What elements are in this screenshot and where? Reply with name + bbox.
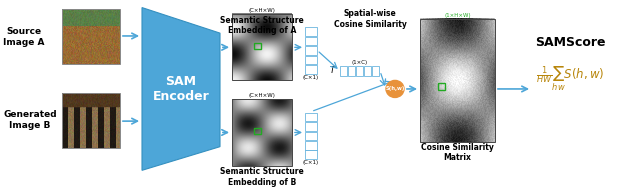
Bar	[420, 19, 495, 142]
Bar	[254, 43, 261, 49]
Text: (Cₖ×Hₖ×Wₖ): (Cₖ×Hₖ×Wₖ)	[74, 86, 108, 91]
Bar	[305, 122, 317, 131]
Bar	[356, 66, 364, 76]
Bar	[232, 14, 292, 81]
Text: Generated
Image B: Generated Image B	[3, 111, 56, 130]
Text: S(h,w): S(h,w)	[385, 86, 404, 91]
Text: Cosine Similarity
Matrix: Cosine Similarity Matrix	[421, 143, 494, 162]
Bar	[340, 66, 347, 76]
Text: SAM
Encoder: SAM Encoder	[152, 75, 209, 103]
Text: (1×H×W): (1×H×W)	[444, 12, 471, 18]
Bar	[254, 128, 261, 134]
Text: (C×1): (C×1)	[303, 160, 319, 165]
Text: Semantic Structure
Embedding of A: Semantic Structure Embedding of A	[220, 16, 304, 36]
Bar	[305, 37, 317, 45]
Text: $\frac{1}{HW}\sum_{hw} S(h,w)$: $\frac{1}{HW}\sum_{hw} S(h,w)$	[536, 64, 604, 94]
Bar	[305, 150, 317, 159]
Bar	[348, 66, 355, 76]
Bar	[305, 132, 317, 140]
Bar	[62, 9, 120, 64]
Bar	[305, 65, 317, 74]
Bar	[305, 113, 317, 121]
Polygon shape	[142, 8, 220, 170]
Text: (C×H×W): (C×H×W)	[248, 8, 275, 13]
Text: (1×C): (1×C)	[352, 60, 368, 65]
Bar	[305, 46, 317, 55]
Bar	[305, 141, 317, 149]
Bar	[372, 66, 379, 76]
Text: (C×1): (C×1)	[303, 75, 319, 80]
Circle shape	[386, 81, 404, 98]
Bar	[305, 27, 317, 36]
Text: Source
Image A: Source Image A	[3, 27, 45, 47]
Bar	[364, 66, 371, 76]
Text: Spatial-wise
Cosine Similarity: Spatial-wise Cosine Similarity	[333, 9, 406, 29]
Text: (Cₖ×Hₖ×Wₖ): (Cₖ×Hₖ×Wₖ)	[74, 3, 108, 8]
Text: SAMScore: SAMScore	[535, 36, 605, 49]
Bar	[438, 83, 445, 90]
Text: Semantic Structure
Embedding of B: Semantic Structure Embedding of B	[220, 167, 304, 187]
Bar	[305, 56, 317, 64]
Text: T: T	[330, 67, 335, 75]
Bar	[232, 99, 292, 166]
Text: (C×H×W): (C×H×W)	[248, 93, 275, 98]
Bar	[62, 93, 120, 148]
